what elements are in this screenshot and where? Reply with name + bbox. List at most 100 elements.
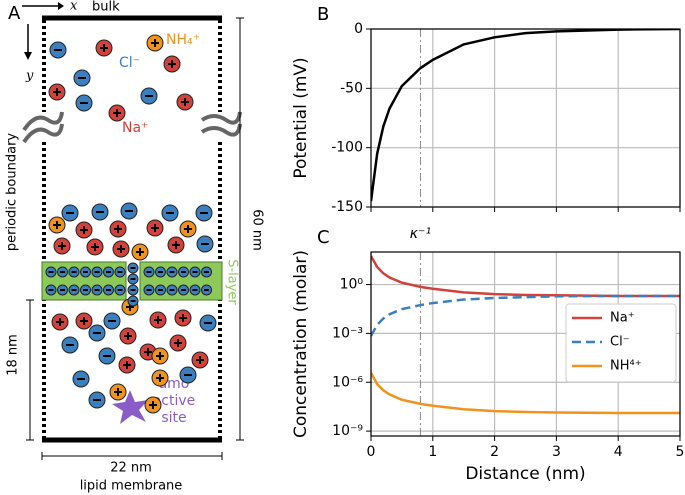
x-tick-label: 1	[428, 444, 437, 460]
y-tick-label: 10⁻⁶	[332, 374, 363, 390]
ion	[91, 284, 103, 296]
ion-label: NH₄⁺	[166, 32, 200, 48]
ion	[127, 295, 139, 307]
break-mark	[22, 111, 64, 144]
ion	[48, 83, 66, 101]
ion	[73, 69, 91, 87]
ion	[167, 236, 185, 254]
active-site-star	[112, 390, 148, 424]
ion	[108, 104, 126, 122]
width-label: 22 nm	[110, 461, 152, 476]
ion	[53, 237, 71, 255]
ion	[127, 284, 139, 296]
y-tick-label: 0	[354, 21, 363, 37]
y-tick-label: 10⁰	[340, 277, 364, 293]
x-tick-label: 4	[614, 444, 623, 460]
ion	[161, 204, 179, 222]
ion	[103, 266, 114, 278]
ion	[127, 273, 139, 285]
ion	[57, 266, 68, 278]
ion	[143, 284, 155, 296]
ion	[95, 39, 113, 57]
ion	[45, 284, 57, 296]
site-label: site	[161, 410, 186, 426]
ion	[103, 284, 114, 296]
ion	[86, 238, 104, 256]
ion	[75, 94, 93, 112]
ion	[109, 220, 127, 238]
height-label: 60 nm	[250, 209, 265, 251]
x-tick-label: 2	[490, 444, 499, 460]
ion	[179, 366, 197, 384]
axis-symbol: x	[70, 0, 78, 14]
ion	[196, 235, 214, 253]
ion	[88, 391, 106, 409]
x-tick-label: 3	[552, 444, 561, 460]
legend-box	[565, 303, 677, 383]
ion	[68, 284, 80, 296]
ion-label: Na⁺	[122, 120, 148, 136]
ion-label: Cl⁻	[119, 55, 140, 71]
ion	[57, 284, 68, 296]
series-line	[371, 294, 680, 337]
ion	[114, 284, 126, 296]
ion	[178, 284, 189, 296]
series-line	[371, 255, 680, 298]
arrowhead	[24, 52, 32, 60]
ion	[112, 240, 130, 258]
ion	[72, 370, 90, 388]
ion	[80, 284, 91, 296]
legend-label: Cl⁻	[610, 335, 630, 350]
break-mark	[200, 111, 242, 137]
membrane-label: lipid membrane	[80, 479, 183, 494]
ion	[68, 266, 80, 278]
ion	[151, 347, 169, 365]
x-axis-label: Distance (nm)	[465, 464, 585, 484]
ion	[163, 55, 181, 73]
ion	[131, 243, 149, 261]
x-tick-label: 0	[367, 444, 376, 460]
axis-symbol: y	[25, 69, 34, 84]
bulk-label: bulk	[92, 0, 120, 15]
y-tick-label: 10⁻³	[332, 325, 363, 341]
ion	[88, 324, 106, 342]
ion	[91, 266, 103, 278]
ion	[140, 87, 158, 105]
s-layer-label: S-layer	[225, 259, 240, 305]
ion	[155, 284, 166, 296]
ion	[119, 327, 137, 345]
series-line	[371, 29, 680, 202]
arrowhead	[58, 2, 64, 10]
ion	[201, 284, 212, 296]
ion	[199, 314, 217, 332]
ion	[61, 204, 79, 222]
ion	[195, 204, 213, 222]
plot-frame	[370, 28, 681, 208]
ion	[109, 383, 127, 401]
ion	[179, 220, 197, 238]
ion	[118, 356, 136, 374]
ion	[166, 266, 178, 278]
panel-label: C	[317, 227, 330, 248]
ion	[114, 266, 126, 278]
ion	[146, 34, 164, 52]
ion	[189, 266, 201, 278]
series-line	[371, 372, 680, 415]
y-tick-label: -100	[331, 140, 363, 156]
ion	[178, 266, 189, 278]
ion	[91, 203, 109, 221]
site-label: active	[153, 393, 196, 409]
legend-label: NH⁴⁺	[610, 359, 642, 374]
ion	[155, 266, 166, 278]
annotation: κ⁻¹	[410, 226, 431, 242]
ion	[146, 219, 164, 237]
lower-height-label: 18 nm	[6, 334, 21, 376]
ion	[143, 266, 155, 278]
ion	[103, 312, 121, 330]
ion	[144, 396, 162, 414]
ion	[80, 266, 91, 278]
ion	[127, 262, 139, 274]
ion	[169, 334, 187, 352]
y-tick-label: -150	[331, 199, 363, 215]
y-tick-label: -50	[340, 80, 363, 96]
